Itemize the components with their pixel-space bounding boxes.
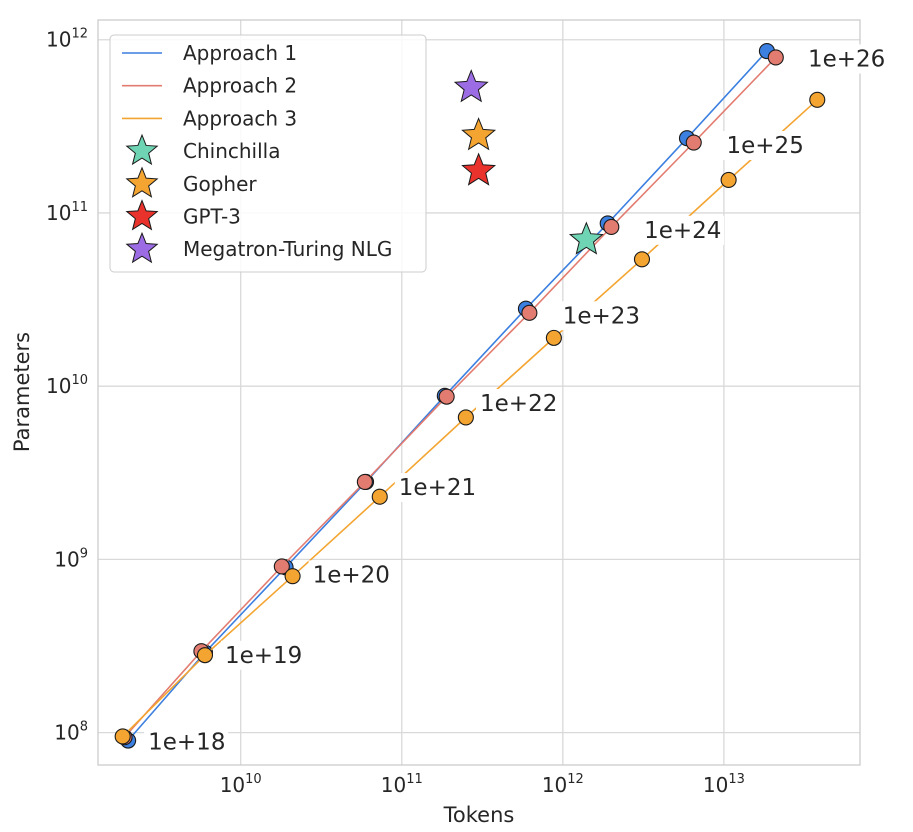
label-background bbox=[476, 389, 561, 419]
y-tick-label: 1010 bbox=[46, 373, 88, 398]
x-axis-ticks: 1010 1011 1012 1013 bbox=[220, 772, 745, 797]
legend-item: Approach 1 bbox=[122, 41, 297, 65]
data-point bbox=[356, 473, 373, 490]
iso-flop-label: 1e+21 bbox=[394, 473, 479, 503]
label-background bbox=[144, 727, 229, 757]
plot-frame bbox=[97, 19, 861, 766]
x-tick-label: 1012 bbox=[542, 772, 584, 797]
model-star bbox=[461, 152, 497, 186]
data-point bbox=[720, 171, 737, 189]
data-point bbox=[114, 728, 131, 745]
y-axis-ticks: 108 109 1010 1011 1012 bbox=[46, 27, 88, 745]
flop-label-text: 1e+22 bbox=[480, 391, 557, 417]
data-point bbox=[603, 218, 620, 236]
flop-label-text: 1e+24 bbox=[644, 218, 721, 244]
legend-label: Megatron-Turing NLG bbox=[183, 237, 392, 261]
legend-label: Gopher bbox=[183, 172, 257, 196]
legend-label: Approach 2 bbox=[183, 74, 297, 98]
iso-flop-label: 1e+23 bbox=[558, 301, 643, 331]
legend-label: Approach 1 bbox=[183, 41, 297, 65]
legend-label: GPT-3 bbox=[183, 205, 241, 229]
x-tick-label: 1010 bbox=[220, 772, 262, 797]
data-point bbox=[273, 558, 290, 575]
data-point bbox=[196, 647, 214, 664]
legend-item: Approach 2 bbox=[122, 74, 297, 98]
legend-label: Approach 3 bbox=[183, 106, 297, 130]
flop-label-text: 1e+18 bbox=[148, 730, 225, 756]
flop-label-text: 1e+23 bbox=[563, 303, 640, 329]
data-point bbox=[545, 329, 562, 346]
iso-flop-label: 1e+26 bbox=[803, 44, 888, 74]
flop-label-text: 1e+25 bbox=[727, 133, 804, 159]
model-star bbox=[568, 221, 604, 255]
x-tick-label: 1013 bbox=[703, 772, 745, 797]
legend-label: Chinchilla bbox=[183, 139, 280, 163]
legend-box bbox=[109, 34, 427, 273]
legend: Approach 1 Approach 2 Approach 3 Chinchilla… bbox=[109, 34, 427, 273]
model-star bbox=[453, 69, 489, 103]
data-point bbox=[371, 488, 388, 505]
y-tick-label: 1012 bbox=[46, 27, 88, 52]
label-background bbox=[394, 473, 479, 503]
data-point bbox=[767, 49, 784, 66]
data-point bbox=[685, 134, 702, 151]
legend-item: Chinchilla bbox=[125, 133, 280, 166]
legend-item: Approach 3 bbox=[122, 106, 297, 130]
flop-label-text: 1e+19 bbox=[225, 643, 302, 669]
model-star bbox=[461, 117, 497, 151]
label-background bbox=[558, 301, 643, 331]
flop-label-text: 1e+26 bbox=[808, 46, 885, 72]
y-axis-title: Parameters bbox=[10, 332, 34, 452]
flop-label-text: 1e+20 bbox=[313, 562, 390, 588]
legend-item: Gopher bbox=[125, 166, 257, 198]
iso-flop-label: 1e+20 bbox=[308, 560, 393, 590]
iso-flop-label: 1e+19 bbox=[220, 640, 305, 670]
label-background bbox=[803, 44, 888, 74]
data-point bbox=[633, 251, 651, 268]
legend-item: Megatron-Turing NLG bbox=[125, 231, 392, 264]
data-point bbox=[457, 409, 474, 426]
legend-star-swatch bbox=[125, 199, 159, 231]
x-tick-label: 1011 bbox=[381, 772, 423, 797]
data-point bbox=[521, 304, 538, 321]
label-background bbox=[722, 131, 807, 161]
data-point bbox=[284, 568, 301, 585]
iso-flop-label: 1e+22 bbox=[476, 389, 561, 419]
legend-star-swatch bbox=[125, 133, 159, 166]
y-tick-label: 109 bbox=[54, 546, 88, 571]
legend-item: GPT-3 bbox=[125, 199, 241, 231]
iso-flop-label: 1e+24 bbox=[640, 215, 725, 245]
series-3 bbox=[114, 91, 826, 745]
legend-star-swatch bbox=[125, 231, 159, 264]
series-layer bbox=[114, 43, 826, 749]
iso-flop-label: 1e+25 bbox=[722, 131, 807, 161]
label-background bbox=[220, 640, 305, 670]
data-point bbox=[438, 388, 455, 405]
model-stars bbox=[453, 69, 604, 255]
data-point bbox=[809, 91, 826, 108]
label-background bbox=[640, 215, 725, 245]
x-axis-title: Tokens bbox=[443, 803, 515, 827]
label-background bbox=[308, 560, 393, 590]
y-tick-label: 108 bbox=[54, 720, 88, 745]
iso-flop-labels: 1e+18 1e+19 1e+20 1e+21 1e+22 1e+23 1e+24 1e+25… bbox=[144, 44, 888, 757]
iso-flop-label: 1e+18 bbox=[144, 727, 229, 757]
y-tick-label: 1011 bbox=[46, 200, 88, 225]
legend-star-swatch bbox=[125, 166, 159, 198]
flop-label-text: 1e+21 bbox=[399, 475, 476, 501]
